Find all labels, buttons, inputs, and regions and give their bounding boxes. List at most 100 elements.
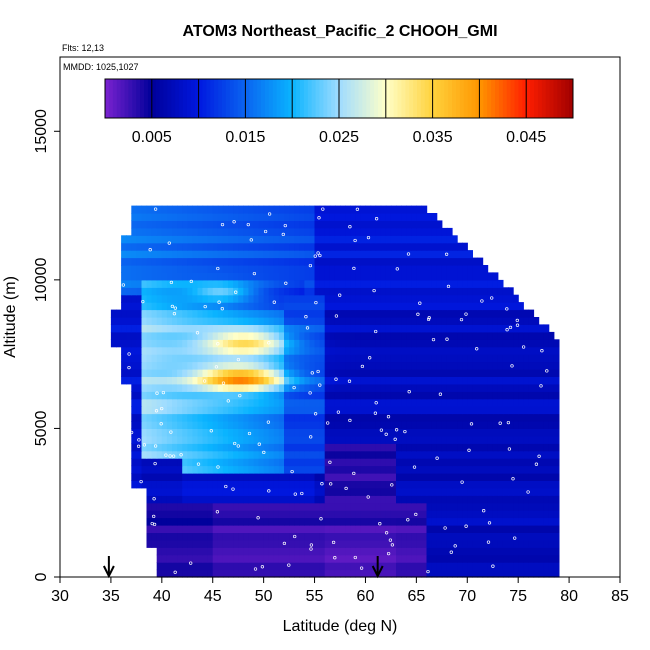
heat-cell (146, 383, 153, 392)
heat-cell (238, 413, 244, 422)
heat-cell (467, 473, 473, 481)
heat-cell (329, 257, 336, 266)
heat-cell (187, 465, 193, 474)
sample-point (393, 437, 397, 441)
heat-cell (319, 510, 326, 519)
heat-cell (197, 554, 204, 563)
heat-cell (161, 339, 168, 348)
heat-cell (177, 346, 183, 355)
heat-cell (380, 413, 387, 422)
heat-cell (345, 272, 351, 281)
heat-cell (396, 421, 402, 429)
heat-cell (340, 428, 346, 437)
heat-cell (350, 398, 356, 407)
heat-cell (182, 450, 188, 459)
heat-cell (477, 525, 484, 533)
colorbar-segment (280, 79, 285, 118)
heat-cell (467, 562, 473, 571)
heat-cell (299, 324, 305, 333)
heat-cell (141, 294, 148, 303)
heat-cell (156, 421, 163, 429)
heat-cell (156, 339, 163, 348)
heat-cell (508, 510, 514, 519)
heat-cell (314, 272, 321, 281)
heat-cell (207, 309, 214, 318)
sample-point (287, 563, 291, 567)
heat-cell (309, 487, 316, 496)
heat-cell (202, 339, 209, 348)
heat-cell (518, 369, 524, 377)
heat-cell (192, 443, 199, 452)
heat-cell (217, 213, 224, 221)
heat-cell (304, 428, 311, 437)
heat-cell (477, 265, 484, 273)
heat-cell (446, 458, 453, 467)
heat-cell (365, 554, 372, 563)
heat-cell (345, 517, 351, 526)
heat-cell (345, 339, 351, 348)
heat-cell (228, 547, 234, 556)
heat-cell (182, 458, 188, 467)
heat-cell (192, 532, 199, 541)
heat-cell (233, 554, 239, 563)
colorbar-segment (424, 79, 430, 118)
heat-cell (441, 562, 448, 571)
heat-cell (263, 413, 270, 422)
heat-cell (177, 235, 183, 244)
heat-cell (365, 406, 372, 415)
heat-cell (294, 554, 300, 563)
heat-cell (182, 272, 188, 281)
heat-cell (233, 317, 239, 325)
x-tick-label: 65 (407, 588, 425, 605)
heat-cell (421, 458, 428, 467)
heat-cell (543, 532, 550, 541)
heat-cell (360, 465, 367, 474)
heat-cell (436, 413, 443, 422)
heat-cell (289, 458, 295, 467)
heat-cell (523, 383, 529, 392)
heat-cell (273, 406, 280, 415)
heat-cell (370, 205, 377, 214)
heat-cell (421, 428, 428, 437)
heat-cell (289, 250, 295, 259)
heat-cell (304, 458, 311, 467)
heat-cell (131, 383, 137, 392)
heat-cell (411, 406, 417, 415)
heat-cell (248, 205, 255, 214)
heat-cell (309, 465, 316, 474)
heat-cell (187, 391, 193, 400)
heat-cell (421, 250, 428, 259)
y-tick-label: 5000 (33, 411, 50, 447)
heat-cell (268, 272, 275, 281)
heat-cell (263, 339, 270, 348)
heat-cell (284, 324, 290, 333)
heat-cell (212, 205, 219, 214)
heat-cell (141, 220, 148, 229)
heat-cell (441, 421, 448, 429)
heat-cell (177, 205, 183, 214)
heat-cell (446, 361, 453, 370)
heat-cell (518, 525, 524, 533)
heat-cell (177, 227, 183, 236)
heat-cell (289, 517, 295, 526)
heat-cell (426, 413, 433, 422)
sample-point (453, 544, 457, 548)
heat-cell (340, 242, 346, 251)
heat-cell (426, 376, 433, 385)
heat-cell (222, 220, 229, 229)
heat-cell (548, 391, 555, 400)
sample-point (459, 317, 464, 322)
heat-cell (207, 525, 214, 533)
heat-cell (401, 569, 407, 578)
heat-cell (248, 562, 255, 571)
heat-cell (375, 406, 382, 415)
heat-cell (452, 257, 458, 266)
heat-cell (172, 279, 178, 288)
heat-cell (182, 279, 188, 288)
heat-cell (192, 525, 199, 533)
heat-cell (390, 458, 397, 467)
heat-cell (497, 294, 504, 303)
heat-cell (273, 257, 280, 266)
heat-cell (202, 213, 209, 221)
heat-cell (385, 317, 392, 325)
